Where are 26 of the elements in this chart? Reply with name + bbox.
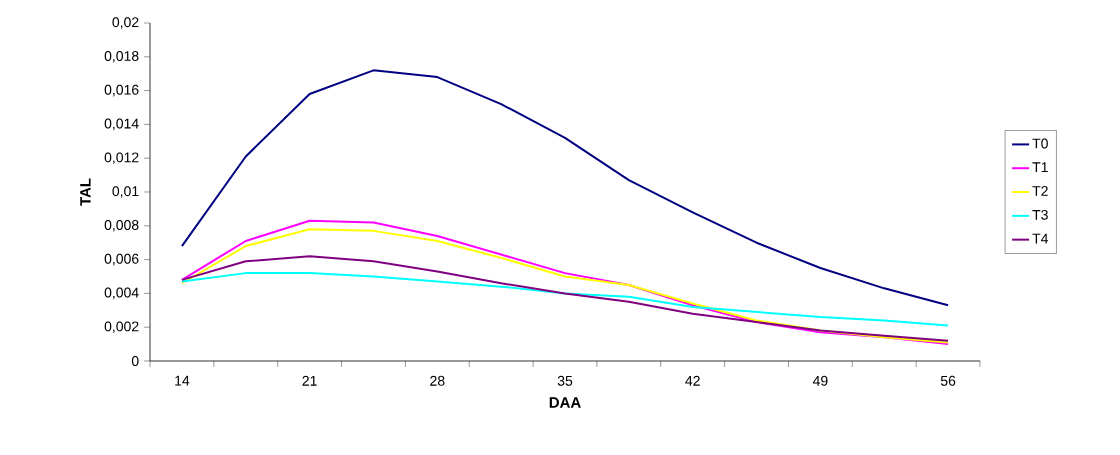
x-axis-title: DAA: [549, 397, 581, 408]
y-tick-label: 0,014: [104, 118, 139, 131]
y-tick-label: 0,002: [104, 321, 139, 333]
y-tick-label: 0,006: [104, 253, 139, 266]
x-tick-label: 14: [175, 375, 190, 386]
y-tick-label: 0,01: [112, 186, 139, 198]
y-axis-title: TAL: [80, 178, 91, 206]
x-tick-label: 28: [430, 375, 445, 386]
legend-label: T1: [1032, 162, 1048, 172]
line-series: [180, 69, 950, 307]
x-tick-label: 49: [812, 375, 828, 386]
y-tick-label: 0,008: [104, 220, 139, 232]
y-tick-label: 0,02: [112, 17, 139, 29]
legend-label: T4: [1032, 233, 1049, 244]
y-tick-label: 0,016: [104, 84, 139, 97]
legend-label: T3: [1032, 209, 1048, 220]
y-tick-label: 0: [131, 356, 139, 366]
legend-label: T2: [1032, 186, 1048, 196]
legend-label: T0: [1032, 138, 1048, 149]
y-tick-label: 0,018: [104, 51, 139, 63]
x-tick-label: 21: [302, 375, 317, 386]
x-tick-label: 35: [557, 375, 573, 386]
x-tick-label: 42: [685, 375, 700, 386]
y-tick-label: 0,004: [104, 287, 139, 300]
x-tick-label: 56: [940, 375, 956, 386]
y-tick-label: 0,012: [104, 152, 139, 164]
